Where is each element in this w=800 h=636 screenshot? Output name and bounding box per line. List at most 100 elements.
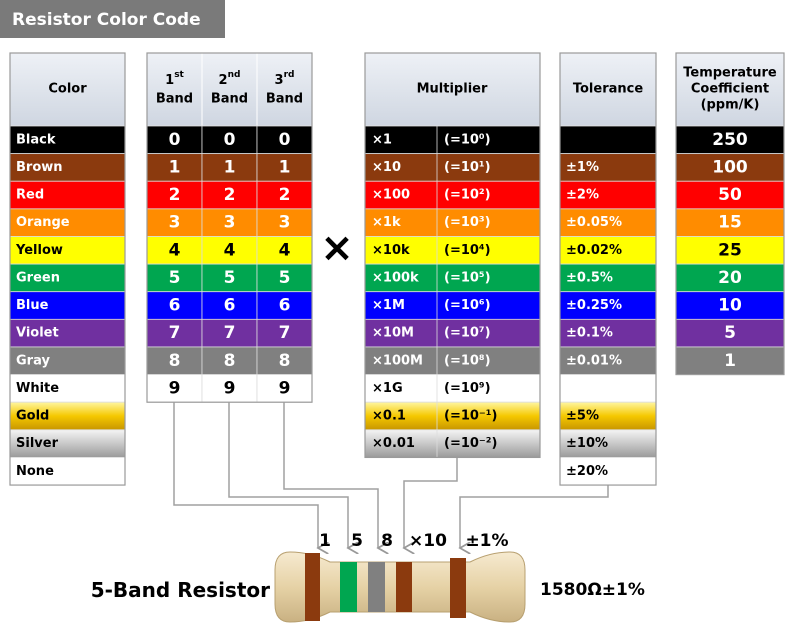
row-cell: [146, 180, 203, 210]
row-cell: [146, 263, 203, 293]
temp-coefficient: 100: [712, 157, 748, 177]
power: (=10⁻²): [444, 436, 497, 451]
row-cell: [364, 236, 541, 265]
temp-coefficient: 25: [718, 240, 742, 260]
digit: 5: [169, 268, 181, 288]
header-text: 3rd: [275, 70, 295, 88]
header-cell: [675, 52, 785, 127]
ordinal: 1: [165, 73, 174, 88]
digit: 0: [169, 130, 181, 150]
digit: 2: [169, 185, 181, 205]
temp-coefficient: 1: [724, 351, 736, 371]
row-cell: [9, 180, 126, 210]
band-label: 1: [319, 531, 331, 551]
color-name: Brown: [16, 160, 63, 175]
header-cell: [201, 52, 258, 127]
ordinal-suffix: nd: [228, 70, 241, 80]
color-name: Gold: [16, 409, 49, 424]
row-cell: [364, 374, 541, 403]
row-cell: [146, 236, 203, 265]
row-cell: [559, 153, 657, 182]
digit: 0: [224, 130, 236, 150]
color-name: White: [16, 381, 59, 396]
factor: ×100M: [372, 353, 423, 368]
color-name: Violet: [16, 326, 59, 341]
table-frame: [364, 52, 541, 459]
digit: 8: [224, 351, 236, 371]
ordinal-suffix: st: [174, 70, 184, 80]
row-cell: [675, 291, 785, 320]
digit: 1: [224, 157, 236, 177]
row-cell: [559, 208, 657, 237]
connector: [173, 402, 318, 548]
color-name: Red: [16, 188, 44, 203]
row-cell: [256, 236, 313, 265]
digit: 1: [169, 157, 181, 177]
header-text: Tolerance: [573, 82, 643, 97]
row-cell: [146, 125, 203, 155]
header-cell: [256, 52, 313, 127]
connector: [404, 458, 458, 548]
tolerance: ±20%: [566, 464, 608, 479]
temp-coefficient: 10: [718, 296, 742, 316]
resistor-band: [396, 562, 412, 612]
digit: 2: [224, 185, 236, 205]
band-label: ±1%: [465, 531, 508, 551]
resistor-label: 5-Band Resistor: [91, 578, 270, 602]
color-name: Green: [16, 270, 60, 285]
row-cell: [675, 346, 785, 375]
header-cell: [364, 52, 541, 127]
row-cell: [559, 346, 657, 375]
digit: 4: [279, 240, 291, 260]
digit: 8: [279, 351, 291, 371]
row-cell: [364, 153, 541, 182]
power: (=10³): [444, 215, 491, 230]
power: (=10⁵): [444, 270, 491, 285]
digit: 6: [169, 296, 181, 316]
header-text: Band: [156, 92, 193, 107]
power: (=10¹): [444, 160, 491, 175]
tolerance: ±0.5%: [566, 270, 613, 285]
row-cell: [675, 180, 785, 210]
digit: 5: [224, 268, 236, 288]
table-frame: [675, 52, 785, 376]
connectors: [173, 402, 609, 548]
operator: ×: [320, 225, 354, 271]
digit: 4: [169, 240, 181, 260]
temp-coefficient: 20: [718, 268, 742, 288]
tolerance: ±0.25%: [566, 298, 622, 313]
header-text: Band: [266, 92, 303, 107]
header-text: Multiplier: [417, 82, 488, 97]
color-name: Orange: [16, 215, 70, 230]
resistor-band: [450, 558, 466, 618]
tolerance: ±0.01%: [566, 353, 622, 368]
factor: ×10: [372, 160, 401, 175]
factor: ×10M: [372, 326, 414, 341]
factor: ×100k: [372, 270, 419, 285]
connector: [228, 402, 348, 548]
power: (=10⁹): [444, 381, 491, 396]
header-text: Temperature: [683, 66, 777, 81]
digit: 9: [279, 378, 291, 398]
row-cell: [9, 208, 126, 237]
band-label: 5: [351, 531, 363, 551]
header-text: (ppm/K): [701, 98, 760, 113]
resistor-value: 1580Ω±1%: [540, 580, 645, 600]
color-name: Yellow: [15, 243, 63, 258]
tolerance: ±1%: [566, 160, 599, 175]
digit: 7: [279, 323, 291, 343]
row-cell: [201, 208, 258, 237]
row-cell: [256, 180, 313, 210]
factor: ×10k: [372, 243, 410, 258]
row-cell: [364, 263, 541, 293]
digit: 6: [224, 296, 236, 316]
power: (=10⁸): [444, 353, 491, 368]
power: (=10²): [444, 188, 491, 203]
tolerance: ±10%: [566, 436, 608, 451]
factor: ×0.1: [372, 409, 406, 424]
ordinal-suffix: rd: [284, 70, 295, 80]
ordinal: 2: [219, 73, 228, 88]
factor: ×100: [372, 188, 410, 203]
header-text: Coefficient: [691, 82, 769, 97]
